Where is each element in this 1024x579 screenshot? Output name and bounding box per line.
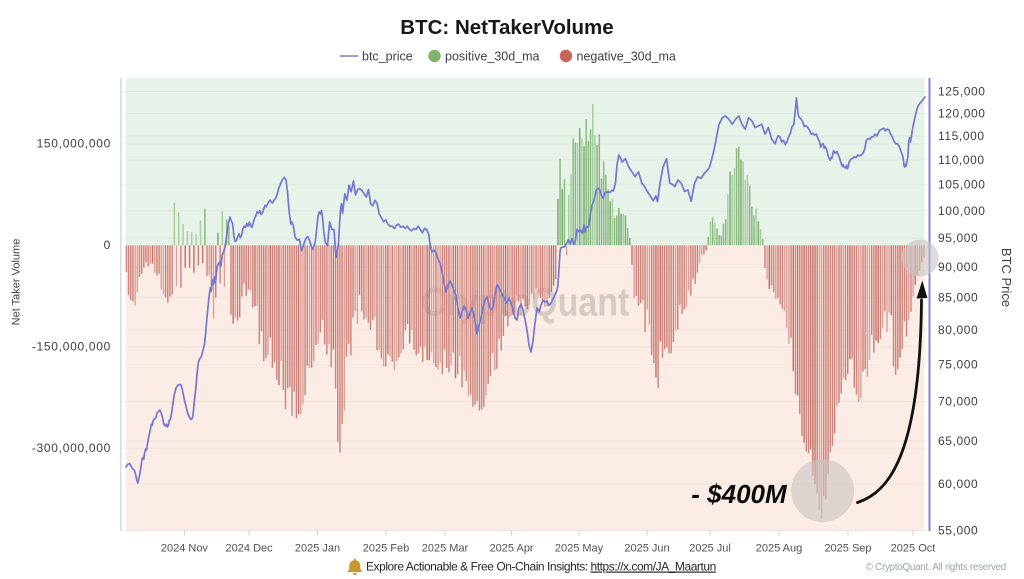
svg-text:100,000: 100,000 [938,204,986,218]
svg-text:2025 Mar: 2025 Mar [422,543,469,555]
svg-text:110,000: 110,000 [938,153,985,167]
svg-text:2024 Nov: 2024 Nov [161,543,209,555]
svg-text:2025 Jun: 2025 Jun [624,543,669,555]
svg-text:105,000: 105,000 [938,178,986,192]
svg-text:2025 Sep: 2025 Sep [824,543,871,555]
svg-text:2024 Dec: 2024 Dec [226,543,274,555]
svg-text:90,000: 90,000 [938,260,978,274]
svg-text:positive_30d_ma: positive_30d_ma [445,50,540,64]
svg-text:2025 Jan: 2025 Jan [295,543,340,555]
svg-text:80,000: 80,000 [938,323,978,337]
svg-text:2025 Oct: 2025 Oct [891,543,936,555]
svg-text:2025 Aug: 2025 Aug [756,543,803,555]
svg-text:55,000: 55,000 [938,524,978,538]
svg-text:- $400M: - $400M [691,479,788,509]
svg-text:© CryptoQuant. All rights rese: © CryptoQuant. All rights reserved [866,562,1006,573]
svg-text:150,000,000: 150,000,000 [37,137,111,151]
svg-text:2025 Feb: 2025 Feb [363,543,409,555]
svg-text:-150,000,000: -150,000,000 [32,340,111,354]
svg-text:2025 Jul: 2025 Jul [689,543,731,555]
svg-text:btc_price: btc_price [362,50,413,64]
svg-text:95,000: 95,000 [938,231,978,245]
svg-text:65,000: 65,000 [938,434,978,448]
svg-text:negative_30d_ma: negative_30d_ma [577,50,676,64]
svg-text:2025 Apr: 2025 Apr [490,543,534,555]
svg-text:BTC: NetTakerVolume: BTC: NetTakerVolume [400,16,613,39]
svg-text:Net Taker Volume: Net Taker Volume [11,239,23,326]
svg-text:70,000: 70,000 [938,395,978,409]
svg-text:Explore Actionable & Free On-C: Explore Actionable & Free On-Chain Insig… [366,560,716,574]
svg-text:60,000: 60,000 [938,477,978,491]
svg-text:120,000: 120,000 [938,106,986,120]
svg-text:BTC Price: BTC Price [999,248,1014,307]
svg-text:75,000: 75,000 [938,358,978,372]
svg-text:125,000: 125,000 [938,85,986,99]
svg-text:-300,000,000: -300,000,000 [32,441,111,455]
svg-text:0: 0 [104,238,111,252]
svg-text:85,000: 85,000 [938,291,978,305]
svg-text:115,000: 115,000 [938,129,985,143]
svg-text:2025 May: 2025 May [555,543,604,555]
